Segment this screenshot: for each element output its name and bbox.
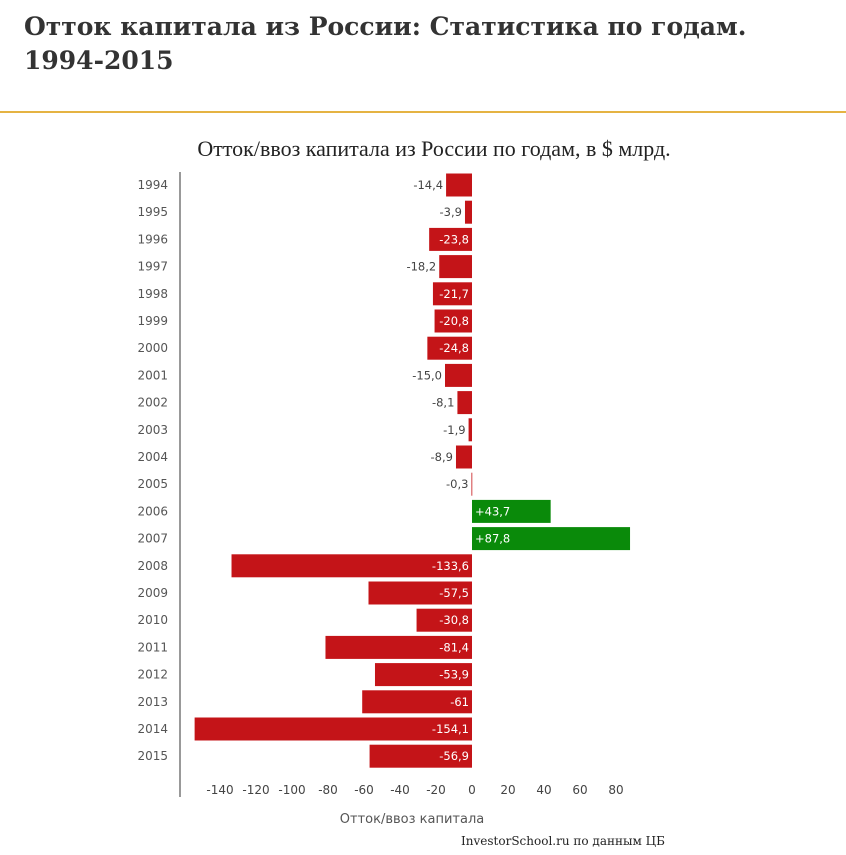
x-tick-label: 0	[468, 783, 476, 797]
bar-2001	[445, 363, 472, 387]
year-labels-group: 1994 1995 1996 1997 1998 1999 2000 2001 2002 2003…	[137, 178, 168, 763]
year-label-1996: 1996	[137, 232, 168, 246]
bar-2012	[374, 663, 472, 687]
bar-2006	[472, 499, 551, 523]
bar-2010	[416, 608, 472, 632]
value-label-2007: +87,8	[475, 532, 510, 546]
year-label-2006: 2006	[137, 504, 168, 518]
x-tick-label: -80	[318, 783, 338, 797]
year-label-2008: 2008	[137, 559, 168, 573]
x-tick-label: -120	[242, 783, 269, 797]
x-ticks-group: -140 -120 -100 -80 -60 -40 -20 0 20 40 60 80	[206, 783, 623, 797]
value-label-1999: -20,8	[439, 314, 469, 328]
year-label-2003: 2003	[137, 423, 168, 437]
bar-2005	[471, 472, 473, 496]
x-tick-label: 20	[500, 783, 515, 797]
year-label-2010: 2010	[137, 613, 168, 627]
bar-2008	[231, 554, 472, 578]
year-label-1997: 1997	[137, 260, 168, 274]
x-tick-label: -100	[278, 783, 305, 797]
heading-divider	[0, 111, 846, 113]
x-tick-label: -20	[426, 783, 446, 797]
value-label-1998: -21,7	[439, 287, 469, 301]
page-title: Отток капитала из России: Статистика по …	[24, 12, 747, 75]
chart-title: Отток/ввоз капитала из России по годам, …	[197, 136, 670, 161]
value-label-2011: -81,4	[439, 640, 469, 654]
x-tick-label: -140	[206, 783, 233, 797]
bar-2009	[368, 581, 472, 605]
year-label-2012: 2012	[137, 668, 168, 682]
year-label-2009: 2009	[137, 586, 168, 600]
bar-1995	[464, 200, 472, 224]
year-label-2004: 2004	[137, 450, 168, 464]
value-label-2012: -53,9	[439, 668, 469, 682]
bar-1996	[429, 227, 472, 251]
x-tick-label: 60	[572, 783, 587, 797]
bar-1999	[434, 309, 472, 333]
value-label-2009: -57,5	[439, 586, 469, 600]
value-label-2006: +43,7	[475, 504, 510, 518]
year-label-2014: 2014	[137, 722, 168, 736]
bar-2015	[369, 744, 472, 768]
year-label-2007: 2007	[137, 532, 168, 546]
year-label-1994: 1994	[137, 178, 168, 192]
year-label-1999: 1999	[137, 314, 168, 328]
value-label-2000: -24,8	[439, 341, 469, 355]
value-label-2015: -56,9	[439, 749, 469, 763]
value-label-1994: -14,4	[413, 178, 443, 192]
bar-2003	[468, 418, 472, 442]
year-label-2013: 2013	[137, 695, 168, 709]
bar-2011	[325, 635, 472, 659]
value-label-2001: -15,0	[412, 368, 442, 382]
value-label-2008: -133,6	[432, 559, 469, 573]
year-label-2001: 2001	[137, 368, 168, 382]
bars-group	[194, 173, 631, 768]
value-label-2014: -154,1	[432, 722, 469, 736]
x-axis-label: Отток/ввоз капитала	[340, 812, 484, 827]
bar-1994	[446, 173, 472, 197]
value-label-1995: -3,9	[440, 205, 462, 219]
value-labels-group: -14,4 -3,9 -23,8-18,2-21,7 -20,8 -24,8 -15,0 -…	[406, 178, 510, 763]
year-label-2005: 2005	[137, 477, 168, 491]
year-label-2000: 2000	[137, 341, 168, 355]
bar-2013	[362, 690, 472, 714]
bar-2007	[472, 527, 631, 551]
bar-2002	[457, 391, 472, 415]
value-label-1996: -23,8	[439, 232, 469, 246]
value-label-2004: -8,9	[431, 450, 453, 464]
value-label-2002: -8,1	[432, 396, 454, 410]
x-tick-label: -40	[390, 783, 410, 797]
x-tick-label: 80	[608, 783, 623, 797]
bar-2000	[427, 336, 472, 360]
year-label-1995: 1995	[137, 205, 168, 219]
bar-1998	[432, 282, 472, 306]
bar-1997	[439, 255, 472, 279]
x-tick-label: -60	[354, 783, 374, 797]
year-label-2011: 2011	[137, 640, 168, 654]
year-label-2002: 2002	[137, 396, 168, 410]
value-label-1997: -18,2	[406, 260, 436, 274]
bar-2014	[194, 717, 472, 741]
value-label-2013: -61	[450, 695, 469, 709]
source-note: InvestorSchool.ru по данным ЦБ	[461, 834, 665, 848]
year-label-1998: 1998	[137, 287, 168, 301]
bar-2004	[455, 445, 472, 469]
value-label-2003: -1,9	[443, 423, 465, 437]
value-label-2005: -0,3	[446, 477, 468, 491]
x-tick-label: 40	[536, 783, 551, 797]
year-label-2015: 2015	[137, 749, 168, 763]
value-label-2010: -30,8	[439, 613, 469, 627]
